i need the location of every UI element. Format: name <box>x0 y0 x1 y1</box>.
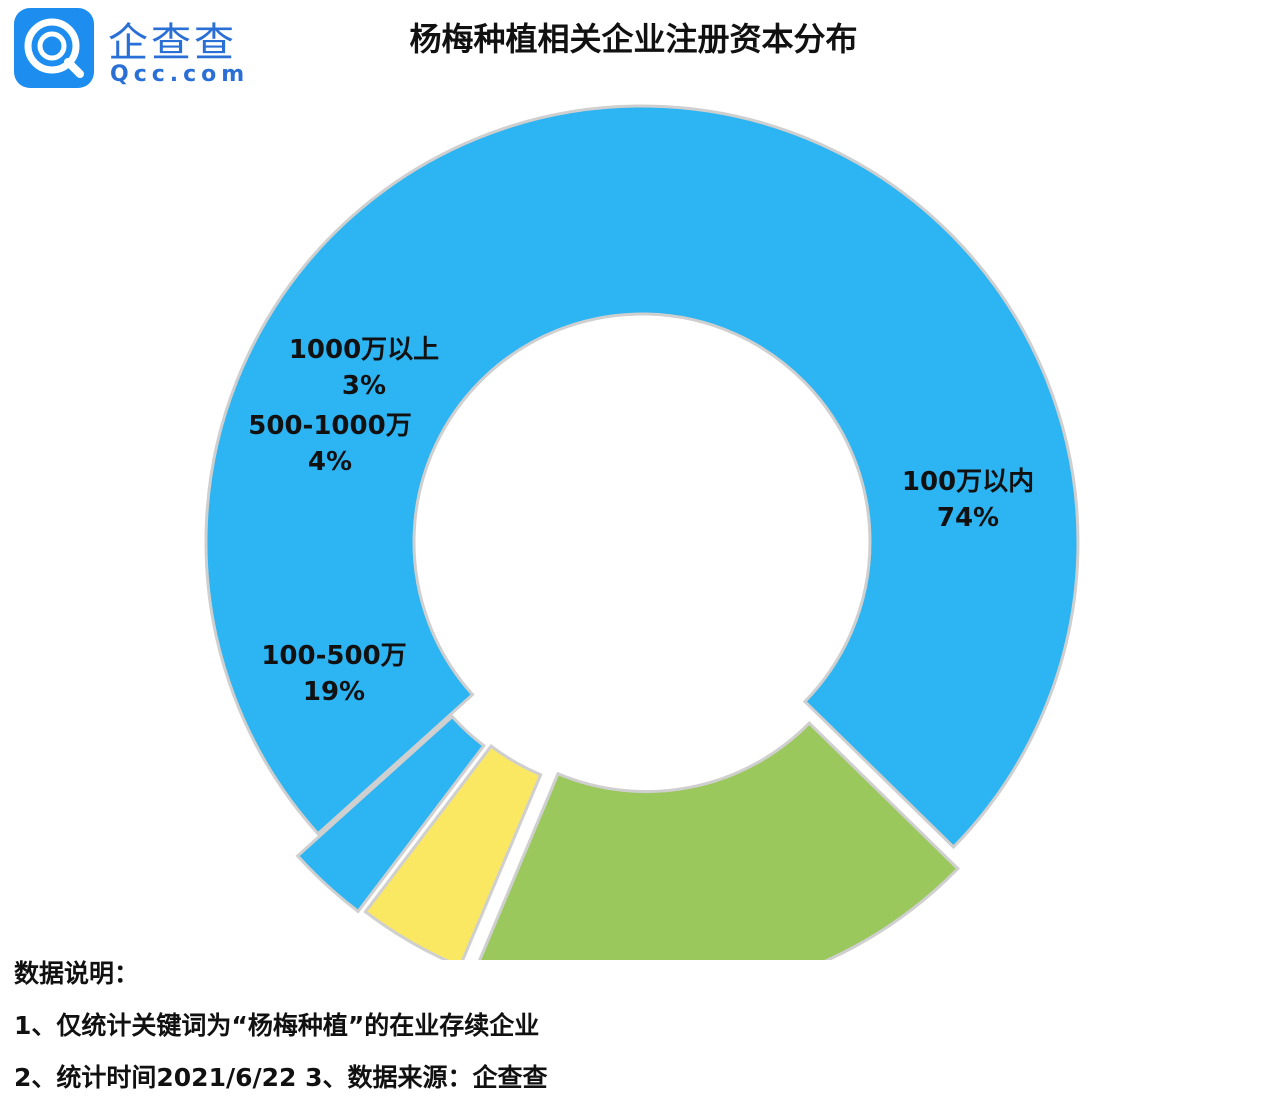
slice-0 <box>204 104 1080 850</box>
slice-label-2: 500-1000万 <box>248 411 411 441</box>
slice-value-0: 74% <box>937 503 999 533</box>
slice-label-0: 100万以内 <box>902 467 1034 497</box>
logo-icon <box>14 8 94 88</box>
logo-cn-text: 企查查 <box>108 20 237 66</box>
data-notes: 数据说明： 1、仅统计关键词为“杨梅种植”的在业存续企业 2、统计时间2021/… <box>14 952 548 1108</box>
slice-value-3: 3% <box>342 371 386 401</box>
slice-2 <box>363 744 543 960</box>
chart-labels: 100万以内 74% 100-500万 19% 500-1000万 4% 1000万以上 3% <box>248 335 1034 707</box>
logo-en-text: Qcc.com <box>110 62 250 87</box>
qcc-logo: 企查查 Qcc.com <box>12 6 252 90</box>
chart-slices <box>204 104 1080 960</box>
note-line-2: 2、统计时间2021/6/22 3、数据来源：企查查 <box>14 1063 548 1092</box>
chart-title: 杨梅种植相关企业注册资本分布 <box>409 20 858 58</box>
slice-value-1: 19% <box>303 677 365 707</box>
note-line-1: 1、仅统计关键词为“杨梅种植”的在业存续企业 <box>14 1011 540 1040</box>
notes-heading: 数据说明： <box>14 959 140 988</box>
donut-chart: 100万以内 74% 100-500万 19% 500-1000万 4% 1000万以上 3% <box>204 104 1080 960</box>
slice-label-3: 1000万以上 <box>289 335 439 365</box>
slice-label-1: 100-500万 <box>261 641 406 671</box>
slice-value-2: 4% <box>308 447 352 477</box>
slice-1 <box>478 720 960 960</box>
slice-3 <box>295 714 486 914</box>
